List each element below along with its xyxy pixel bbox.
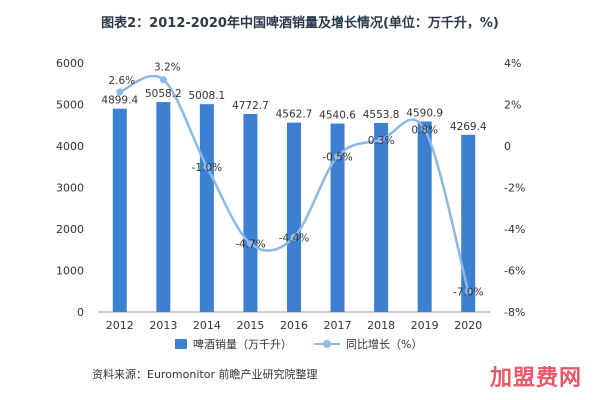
watermark-logo: 加盟费网 <box>489 366 582 391</box>
x-tick-label: 2014 <box>193 319 221 332</box>
left-tick-label: 0 <box>77 306 84 319</box>
x-tick-label: 2015 <box>236 319 264 332</box>
bar-value-label: 4269.4 <box>450 121 487 133</box>
x-tick-label: 2019 <box>411 319 439 332</box>
right-tick-label: -6% <box>504 265 525 278</box>
bar-value-label: 5058.2 <box>145 88 182 100</box>
growth-value-label: 3.2% <box>154 62 181 74</box>
left-tick-label: 2000 <box>56 223 84 236</box>
bar-value-label: 4540.6 <box>319 110 356 122</box>
bar-value-label: 4562.7 <box>276 109 313 121</box>
x-tick-label: 2016 <box>280 319 308 332</box>
bar-value-label: 4899.4 <box>101 95 138 107</box>
x-tick-label: 2020 <box>454 319 482 332</box>
left-tick-label: 5000 <box>56 99 84 112</box>
bar-value-label: 4590.9 <box>406 107 443 119</box>
growth-point <box>246 240 254 248</box>
x-tick-label: 2012 <box>106 319 134 332</box>
bar <box>330 123 345 313</box>
growth-point <box>159 76 167 84</box>
bar <box>374 123 389 312</box>
growth-value-label: -4.4% <box>279 232 309 244</box>
growth-value-label: -4.7% <box>235 239 265 251</box>
growth-point <box>290 233 298 241</box>
bar <box>199 104 214 312</box>
growth-point <box>464 287 472 295</box>
chart-title: 图表2：2012-2020年中国啤酒销量及增长情况(单位：万千升，%) <box>101 16 499 31</box>
growth-value-label: -0.5% <box>322 151 352 163</box>
legend-label-sales: 啤酒销量（万千升） <box>193 338 292 351</box>
growth-point <box>334 152 342 160</box>
left-tick-label: 4000 <box>56 140 84 153</box>
right-tick-label: 4% <box>504 57 521 70</box>
left-tick-label: 1000 <box>56 265 84 278</box>
growth-point <box>421 125 429 133</box>
right-tick-label: 0 <box>504 140 511 153</box>
bar <box>156 102 171 312</box>
growth-value-label: -7.0% <box>453 286 483 298</box>
bar <box>243 113 258 312</box>
bar <box>461 134 476 312</box>
right-tick-label: -2% <box>504 182 525 195</box>
growth-value-label: 0.8% <box>411 124 438 136</box>
right-tick-label: -4% <box>504 223 525 236</box>
growth-value-label: 0.3% <box>368 135 395 147</box>
bar <box>112 108 127 312</box>
bar <box>417 121 432 312</box>
legend-item-sales: 啤酒销量（万千升） <box>175 336 292 352</box>
bar-value-label: 4772.7 <box>232 100 269 112</box>
bar-value-label: 5008.1 <box>189 90 226 102</box>
right-tick-label: -8% <box>504 306 525 319</box>
bar <box>287 122 301 312</box>
bar-value-label: 4553.8 <box>363 109 400 121</box>
right-tick-label: 2% <box>504 99 521 112</box>
x-tick-label: 2013 <box>149 319 177 332</box>
legend-bar-swatch <box>175 339 187 349</box>
left-tick-label: 6000 <box>56 57 84 70</box>
left-tick-label: 3000 <box>56 182 84 195</box>
x-tick-label: 2018 <box>367 319 395 332</box>
growth-value-label: 2.6% <box>108 75 135 87</box>
x-tick-label: 2017 <box>324 319 352 332</box>
legend-line-swatch <box>314 340 340 348</box>
growth-value-label: -1.0% <box>192 162 222 174</box>
legend-item-growth: 同比增长（%） <box>314 336 422 352</box>
legend-label-growth: 同比增长（%） <box>346 338 423 351</box>
growth-point <box>116 88 124 96</box>
legend: 啤酒销量（万千升） 同比增长（%） <box>175 336 422 352</box>
source-note: 资料来源：Euromonitor 前瞻产业研究院整理 <box>92 368 318 381</box>
growth-point <box>203 163 211 171</box>
growth-point <box>377 136 385 144</box>
